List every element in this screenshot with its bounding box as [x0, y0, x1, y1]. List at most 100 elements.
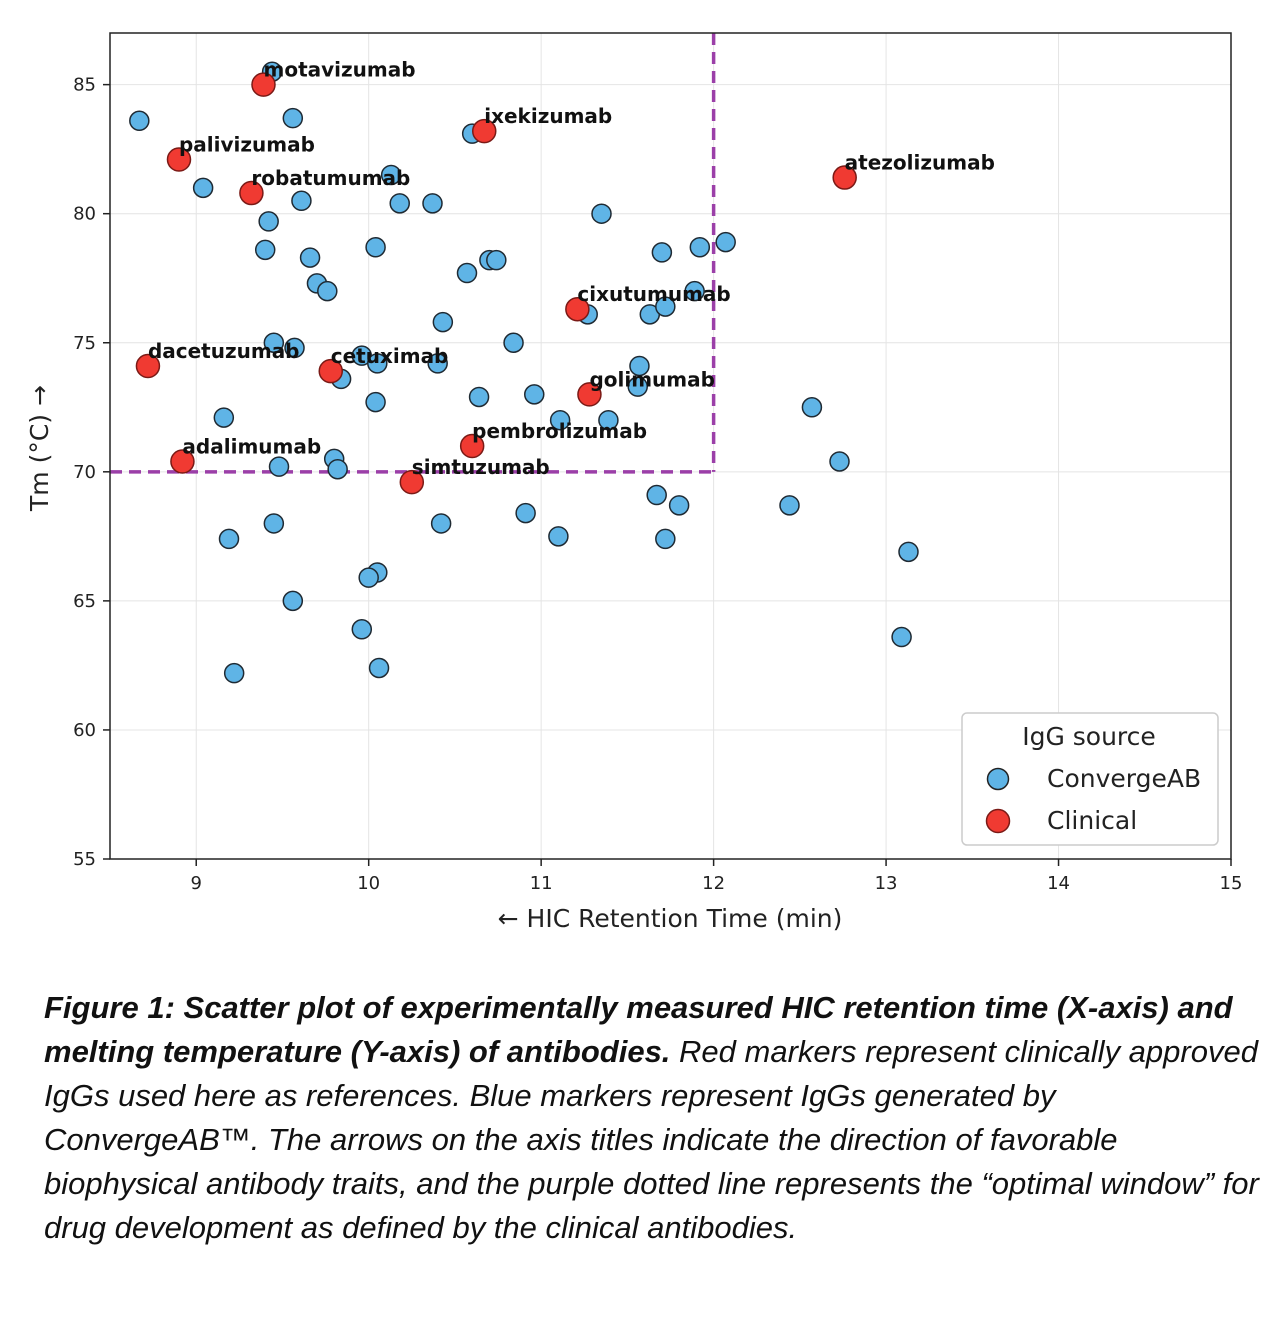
convergeab-point: [668, 495, 690, 516]
clinical-point-label: robatumumab: [251, 166, 410, 190]
convergeab-point: [503, 332, 524, 353]
convergeab-point: [263, 332, 285, 353]
x-tick-label: 11: [530, 873, 553, 894]
clinical-point: [471, 118, 497, 144]
convergeab-point: [282, 590, 304, 612]
convergeab-point: [291, 190, 312, 212]
convergeab-point: [422, 193, 443, 214]
convergeab-point: [655, 528, 676, 550]
convergeab-point: [549, 409, 571, 431]
clinical-point: [459, 433, 485, 459]
y-axis-label: Tm (°C) →: [25, 385, 54, 512]
convergeab-point: [779, 495, 800, 516]
y-tick-label: 70: [73, 462, 96, 483]
y-tick-label: 65: [73, 591, 96, 612]
x-axis-label: ← HIC Retention Time (min): [498, 904, 843, 933]
y-tick-label: 75: [73, 333, 96, 354]
figure-caption: Figure 1: Scatter plot of experimentally…: [44, 986, 1259, 1250]
clinical-point: [166, 147, 192, 172]
convergeab-point: [317, 280, 338, 302]
convergeab-point: [299, 247, 321, 268]
clinical-point-label: cixutumumab: [577, 282, 730, 306]
convergeab-point: [486, 249, 507, 271]
optimal-window-lines: [110, 33, 716, 474]
convergeab-point: [427, 353, 448, 374]
convergeab-point: [515, 502, 536, 524]
clinical-point-label: motavizumab: [263, 58, 415, 82]
convergeab-point: [192, 177, 214, 199]
convergeab-point: [715, 231, 736, 253]
caption-bold: Figure 1: Scatter plot of experimentally…: [44, 990, 1233, 1069]
y-axis-ticks: 55 60 65 70 75 80 85: [73, 75, 110, 870]
convergeab-point: [263, 513, 285, 534]
x-tick-label: 14: [1047, 873, 1070, 894]
legend: IgG source ConvergeAB Clinical: [961, 712, 1219, 846]
legend-label-convergeab: ConvergeAB: [1047, 764, 1201, 793]
clinical-point: [251, 72, 276, 97]
convergeab-point: [284, 337, 305, 359]
legend-marker-convergeab: [986, 767, 1010, 791]
x-tick-label: 10: [357, 873, 380, 894]
convergeab-point: [218, 528, 240, 550]
clinical-point-label: pembrolizumab: [472, 419, 647, 443]
convergeab-point: [898, 541, 919, 563]
convergeab-point: [456, 262, 478, 284]
clinical-point-labels: motavizumab ixekizumab palivizumab robatumu…: [148, 58, 995, 480]
convergeab-point: [629, 355, 650, 377]
convergeab-point: [258, 211, 279, 232]
y-tick-label: 55: [73, 849, 96, 870]
scatter-chart: motavizumab ixekizumab palivizumab robatumu…: [25, 32, 1243, 933]
x-axis-ticks: 9 10 11 12 13 14 15: [191, 859, 1243, 894]
convergeab-point: [829, 451, 850, 472]
convergeab-point: [430, 513, 452, 534]
convergeab-point: [368, 657, 390, 679]
clinical-point-label: dacetuzumab: [148, 339, 300, 363]
convergeab-point: [591, 203, 612, 224]
clinical-point-label: ixekizumab: [484, 104, 612, 128]
y-tick-label: 60: [73, 720, 96, 741]
convergeab-point: [598, 409, 619, 431]
convergeab-point: [367, 353, 388, 374]
convergeab-point: [268, 456, 290, 477]
convergeab-point: [129, 110, 150, 132]
convergeab-point: [689, 236, 711, 258]
clinical-point: [135, 353, 161, 379]
convergeab-point: [254, 239, 276, 261]
convergeab-point: [548, 526, 569, 547]
convergeab-points: [129, 61, 919, 684]
convergeab-point: [646, 484, 667, 506]
clinical-point: [318, 358, 344, 384]
x-tick-label: 15: [1220, 873, 1243, 894]
clinical-point-label: palivizumab: [179, 132, 315, 156]
convergeab-point: [432, 311, 454, 333]
clinical-point: [565, 296, 590, 322]
y-tick-label: 80: [73, 204, 96, 225]
convergeab-point: [380, 164, 402, 186]
clinical-point: [170, 449, 195, 474]
convergeab-point: [351, 619, 373, 640]
convergeab-point: [365, 236, 386, 258]
convergeab-point: [365, 391, 386, 413]
convergeab-point: [282, 107, 304, 129]
convergeab-point: [891, 626, 912, 648]
clinical-point: [399, 469, 425, 495]
clinical-point: [577, 382, 602, 407]
convergeab-point: [327, 458, 348, 480]
convergeab-point: [651, 242, 673, 263]
clinical-point-label: golimumab: [589, 367, 715, 391]
clinical-point: [832, 165, 857, 190]
y-tick-label: 85: [73, 75, 96, 96]
convergeab-point: [213, 407, 235, 428]
convergeab-point: [627, 376, 648, 397]
legend-label-clinical: Clinical: [1047, 806, 1137, 835]
legend-marker-clinical: [985, 808, 1011, 834]
legend-title: IgG source: [1022, 722, 1156, 751]
convergeab-point: [389, 193, 410, 214]
convergeab-point: [358, 567, 379, 588]
clinical-point-label: simtuzumab: [412, 455, 550, 479]
convergeab-point: [524, 384, 545, 405]
x-tick-label: 13: [875, 873, 898, 894]
clinical-point: [239, 180, 264, 206]
convergeab-point: [684, 280, 705, 302]
legend-box: [961, 712, 1219, 846]
